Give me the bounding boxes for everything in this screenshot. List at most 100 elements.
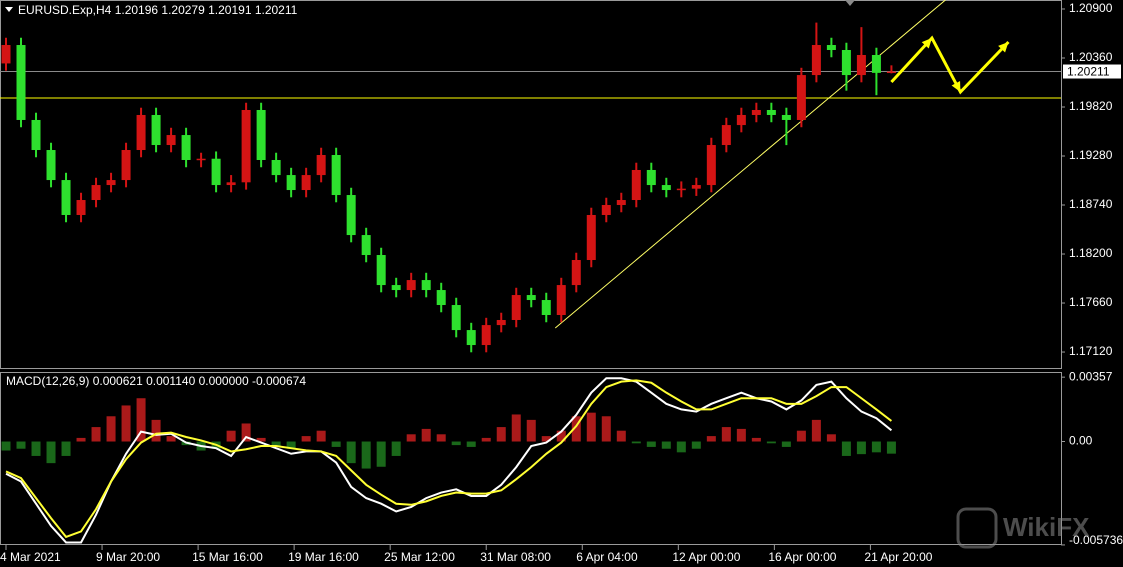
candle-body <box>736 114 746 126</box>
histogram-bar <box>241 423 251 442</box>
candle-body <box>631 169 641 201</box>
candle-body <box>601 205 611 215</box>
candle-body <box>376 255 386 286</box>
histogram-bar <box>1 441 11 451</box>
candle-body <box>391 285 401 291</box>
histogram-bar <box>706 436 716 442</box>
x-tick-label: 15 Mar 16:00 <box>192 550 263 564</box>
histogram-bar <box>586 412 596 442</box>
candle-body <box>526 295 536 301</box>
candle-body <box>286 175 296 191</box>
candle-body <box>571 260 581 286</box>
histogram-bar <box>751 437 761 442</box>
x-tick-label: 21 Apr 20:00 <box>864 550 932 564</box>
arrow-head <box>998 42 1009 53</box>
macd-title: MACD(12,26,9) 0.000621 0.001140 0.000000… <box>6 374 306 388</box>
histogram-bar <box>376 441 386 467</box>
shift-marker <box>845 0 855 6</box>
histogram-bar <box>676 441 686 453</box>
candle-body <box>121 150 131 181</box>
histogram-bar <box>526 419 536 442</box>
candle-body <box>181 135 191 160</box>
x-tick-label: 6 Apr 04:00 <box>576 550 638 564</box>
histogram-bar <box>646 441 656 447</box>
x-tick-label: 25 Mar 12:00 <box>384 550 455 564</box>
candle-body <box>361 235 371 256</box>
candle-body <box>511 295 521 320</box>
candle-body <box>76 200 86 215</box>
histogram-bar <box>346 441 356 464</box>
histogram-bar <box>301 436 311 442</box>
histogram-bar <box>721 427 731 442</box>
histogram-bar <box>661 441 671 449</box>
histogram-bar <box>841 441 851 456</box>
candle-body <box>406 280 416 291</box>
histogram-bar <box>781 441 791 447</box>
candle-body <box>256 109 266 160</box>
candle-body <box>721 125 731 146</box>
histogram-bar <box>331 441 341 447</box>
x-tick-label: 19 Mar 16:00 <box>288 550 359 564</box>
trend-line <box>554 0 946 329</box>
x-tick-label: 16 Apr 00:00 <box>768 550 836 564</box>
x-tick-label: 9 Mar 20:00 <box>96 550 160 564</box>
histogram-bar <box>616 430 626 442</box>
candle-body <box>91 185 101 201</box>
y-tick-label: 1.17660 <box>1069 295 1113 309</box>
histogram-bar <box>106 416 116 442</box>
watermark-icon <box>956 507 998 549</box>
candle-body <box>226 182 236 186</box>
histogram-bar <box>421 428 431 442</box>
histogram-bar <box>271 441 281 447</box>
price-title: EURUSD.Exp,H4 1.20196 1.20279 1.20191 1.… <box>18 3 298 17</box>
candle-body <box>421 280 431 291</box>
histogram-bar <box>226 430 236 442</box>
histogram-bar <box>121 405 131 442</box>
x-tick-label: 12 Apr 00:00 <box>672 550 740 564</box>
candle-body <box>646 169 656 186</box>
candle-body <box>211 158 221 186</box>
candle-body <box>136 114 146 151</box>
candle-body <box>496 319 506 326</box>
watermark: WikiFX <box>956 507 1090 549</box>
candle-body <box>751 109 761 115</box>
candle-body <box>106 180 116 186</box>
candle-body <box>661 185 671 191</box>
y-tick-label: 1.19280 <box>1069 148 1113 162</box>
price-label-box <box>1063 64 1121 79</box>
macd-panel-frame <box>0 372 1062 545</box>
watermark-text: WikiFX <box>1003 512 1090 542</box>
candle-body <box>31 119 41 151</box>
x-tick-label: 4 Mar 2021 <box>0 550 61 564</box>
histogram-bar <box>91 427 101 442</box>
candle-body <box>556 285 566 316</box>
y-tick-label: 0.00357 <box>1069 369 1113 383</box>
arrow-head <box>951 81 961 93</box>
candle-body <box>166 135 176 146</box>
histogram-bar <box>811 419 821 442</box>
candle-body <box>481 325 491 346</box>
histogram-bar <box>691 441 701 449</box>
forecast-arrows <box>890 35 1010 95</box>
candle-body <box>871 54 881 73</box>
candle-body <box>676 188 686 191</box>
candle-body <box>616 200 626 206</box>
histogram-bar <box>511 414 521 442</box>
histogram-bar <box>361 441 371 469</box>
histogram-bar <box>166 436 176 442</box>
macd-line <box>5 379 893 539</box>
histogram-bar <box>736 428 746 442</box>
y-tick-label: 1.18200 <box>1069 246 1113 260</box>
histogram-bar <box>556 430 566 442</box>
candle-body <box>541 300 551 316</box>
histogram-bar <box>466 441 476 447</box>
histogram-bar <box>136 398 146 442</box>
candle-body <box>781 114 791 120</box>
candle-body <box>706 145 716 186</box>
histogram-bar <box>151 419 161 442</box>
x-tick-label: 31 Mar 08:00 <box>480 550 551 564</box>
candle-body <box>826 45 836 51</box>
histogram-bar <box>871 441 881 453</box>
histogram-bar <box>886 441 896 454</box>
candle-body <box>46 150 56 181</box>
